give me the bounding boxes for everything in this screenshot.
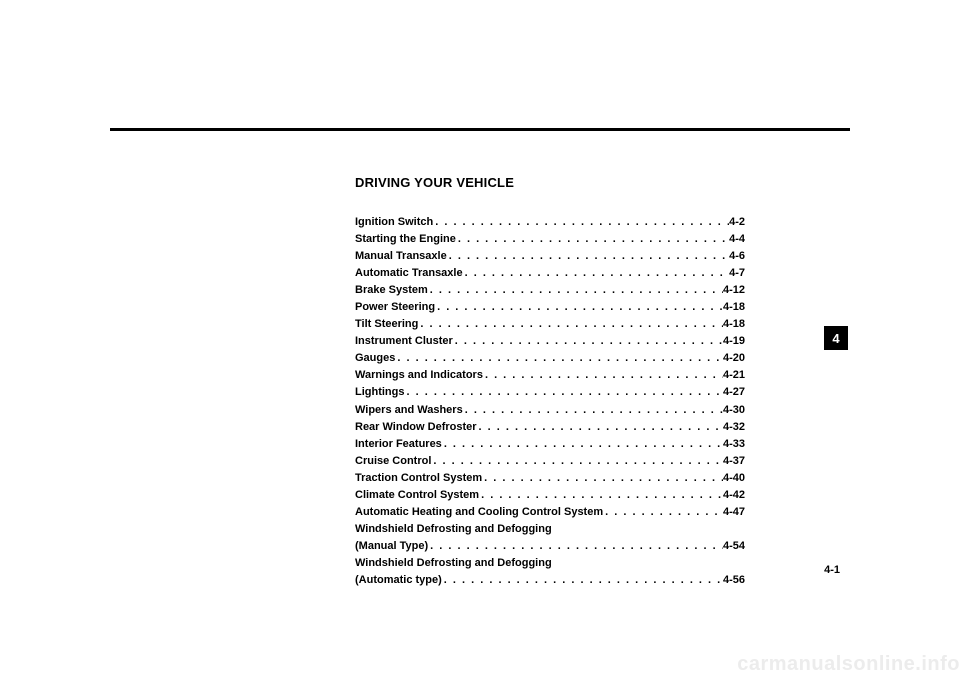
toc-leader-dots — [453, 333, 723, 350]
toc-page-ref: 4-40 — [723, 470, 745, 487]
toc-label: Automatic Heating and Cooling Control Sy… — [355, 504, 603, 521]
toc-page-ref: 4-42 — [723, 487, 745, 504]
toc-page-ref: 4-47 — [723, 504, 745, 521]
toc-leader-dots — [431, 453, 723, 470]
toc-leader-dots — [463, 402, 723, 419]
toc-row: Wipers and Washers 4-30 — [355, 402, 745, 419]
toc-row: Warnings and Indicators 4-21 — [355, 367, 745, 384]
toc-leader-dots — [463, 265, 730, 282]
table-of-contents: Ignition Switch 4-2 Starting the Engine 4-4… — [355, 214, 745, 589]
toc-label: Ignition Switch — [355, 214, 433, 231]
toc-page-ref: 4-18 — [723, 299, 745, 316]
toc-row: (Manual Type) 4-54 — [355, 538, 745, 555]
toc-leader-dots — [428, 538, 723, 555]
toc-row: Cruise Control 4-37 — [355, 453, 745, 470]
toc-row: Instrument Cluster 4-19 — [355, 333, 745, 350]
toc-label: Starting the Engine — [355, 231, 456, 248]
toc-page-ref: 4-12 — [723, 282, 745, 299]
toc-leader-dots — [428, 282, 723, 299]
document-page: DRIVING YOUR VEHICLE Ignition Switch4-2S… — [0, 0, 960, 678]
toc-label: Automatic Transaxle — [355, 265, 463, 282]
toc-row: Rear Window Defroster 4-32 — [355, 419, 745, 436]
toc-leader-dots — [442, 572, 723, 589]
toc-label: Climate Control System — [355, 487, 479, 504]
toc-label: Power Steering — [355, 299, 435, 316]
toc-label: Rear Window Defroster — [355, 419, 477, 436]
toc-page-ref: 4-37 — [723, 453, 745, 470]
toc-row: Automatic Heating and Cooling Control Sy… — [355, 504, 745, 521]
watermark: carmanualsonline.info — [737, 653, 960, 676]
toc-label: (Automatic type) — [355, 572, 442, 589]
toc-page-ref: 4-33 — [723, 436, 745, 453]
toc-row: Starting the Engine 4-4 — [355, 231, 745, 248]
toc-label: Cruise Control — [355, 453, 431, 470]
content-block: DRIVING YOUR VEHICLE Ignition Switch4-2S… — [355, 175, 745, 589]
toc-label: Wipers and Washers — [355, 402, 463, 419]
toc-label: Windshield Defrosting and Defogging — [355, 521, 552, 538]
toc-page-ref: 4-6 — [729, 248, 745, 265]
toc-leader-dots — [418, 316, 723, 333]
toc-label: Gauges — [355, 350, 395, 367]
toc-page-ref: 4-30 — [723, 402, 745, 419]
toc-label: Windshield Defrosting and Defogging — [355, 555, 552, 572]
toc-row: Windshield Defrosting and Defogging — [355, 555, 745, 572]
toc-leader-dots — [405, 384, 723, 401]
toc-leader-dots — [433, 214, 729, 231]
toc-page-ref: 4-18 — [723, 316, 745, 333]
toc-leader-dots — [442, 436, 723, 453]
toc-row: Ignition Switch 4-2 — [355, 214, 745, 231]
toc-label: (Manual Type) — [355, 538, 428, 555]
toc-leader-dots — [482, 470, 723, 487]
toc-label: Brake System — [355, 282, 428, 299]
toc-row: Tilt Steering 4-18 — [355, 316, 745, 333]
toc-row: Gauges 4-20 — [355, 350, 745, 367]
toc-leader-dots — [435, 299, 723, 316]
toc-page-ref: 4-56 — [723, 572, 745, 589]
toc-leader-dots — [483, 367, 723, 384]
toc-page-ref: 4-21 — [723, 367, 745, 384]
toc-page-ref: 4-19 — [723, 333, 745, 350]
toc-label: Instrument Cluster — [355, 333, 453, 350]
toc-row: Automatic Transaxle 4-7 — [355, 265, 745, 282]
toc-page-ref: 4-4 — [729, 231, 745, 248]
toc-row: Climate Control System 4-42 — [355, 487, 745, 504]
toc-page-ref: 4-2 — [729, 214, 745, 231]
toc-leader-dots — [477, 419, 723, 436]
toc-label: Warnings and Indicators — [355, 367, 483, 384]
toc-leader-dots — [456, 231, 729, 248]
toc-row: Lightings 4-27 — [355, 384, 745, 401]
toc-row: Brake System 4-12 — [355, 282, 745, 299]
toc-leader-dots — [603, 504, 723, 521]
toc-label: Manual Transaxle — [355, 248, 447, 265]
toc-page-ref: 4-7 — [729, 265, 745, 282]
toc-row: (Automatic type) 4-56 — [355, 572, 745, 589]
toc-page-ref: 4-20 — [723, 350, 745, 367]
toc-label: Lightings — [355, 384, 405, 401]
toc-leader-dots — [395, 350, 723, 367]
toc-row: Interior Features 4-33 — [355, 436, 745, 453]
section-title: DRIVING YOUR VEHICLE — [355, 175, 745, 190]
toc-label: Interior Features — [355, 436, 442, 453]
toc-page-ref: 4-54 — [723, 538, 745, 555]
toc-page-ref: 4-27 — [723, 384, 745, 401]
toc-row: Power Steering 4-18 — [355, 299, 745, 316]
chapter-tab: 4 — [824, 326, 848, 350]
toc-label: Tilt Steering — [355, 316, 418, 333]
toc-label: Traction Control System — [355, 470, 482, 487]
toc-row: Manual Transaxle 4-6 — [355, 248, 745, 265]
toc-row: Windshield Defrosting and Defogging — [355, 521, 745, 538]
horizontal-rule — [110, 128, 850, 131]
toc-leader-dots — [447, 248, 729, 265]
toc-row: Traction Control System 4-40 — [355, 470, 745, 487]
page-number: 4-1 — [824, 564, 840, 576]
toc-leader-dots — [479, 487, 723, 504]
toc-page-ref: 4-32 — [723, 419, 745, 436]
